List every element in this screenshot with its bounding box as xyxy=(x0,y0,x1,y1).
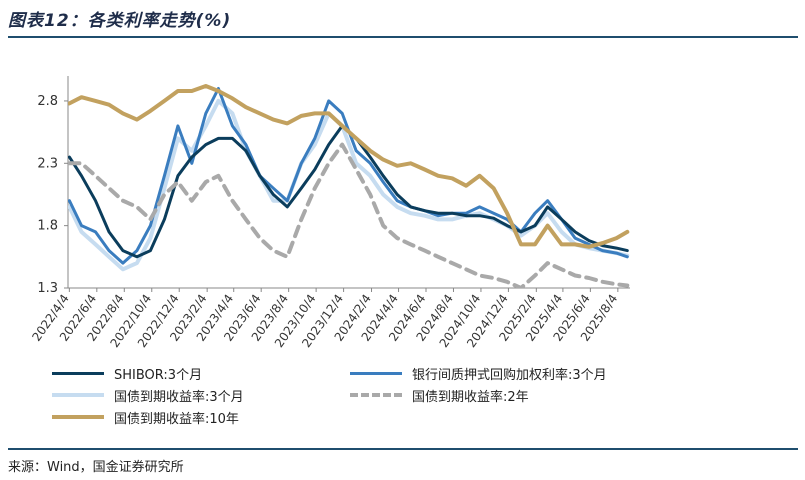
legend-swatch xyxy=(52,371,104,375)
legend-swatch xyxy=(350,371,402,375)
line-chart: 1.31.82.32.82022/4/42022/6/42022/8/42022… xyxy=(29,76,630,350)
legend-item-4: 国债到期收益率:10年 xyxy=(52,408,239,427)
series-line-3 xyxy=(68,142,630,288)
legend-label: 国债到期收益率:3个月 xyxy=(114,389,244,405)
chart-axes: 1.31.82.32.82022/4/42022/6/42022/8/42022… xyxy=(29,76,630,350)
y-tick-label: 1.8 xyxy=(37,219,58,234)
legend-label: 国债到期收益率:10年 xyxy=(114,411,239,427)
top-divider xyxy=(8,36,798,38)
y-tick-label: 2.8 xyxy=(37,94,58,109)
series-line-1 xyxy=(68,87,629,265)
legend-item-1: 银行间质押式回购加权利率:3个月 xyxy=(350,364,607,383)
legend-swatch xyxy=(52,415,104,419)
legend-swatch xyxy=(52,393,104,397)
legend-label: SHIBOR:3个月 xyxy=(114,367,203,383)
chart-title: 图表12：各类利率走势(%) xyxy=(8,11,232,31)
source-note: 来源：Wind，国金证券研究所 xyxy=(8,460,184,475)
y-tick-label: 2.3 xyxy=(37,156,58,171)
bottom-divider xyxy=(8,448,798,450)
y-tick-label: 1.3 xyxy=(37,281,58,296)
legend-swatch xyxy=(350,393,402,397)
legend-label: 银行间质押式回购加权利率:3个月 xyxy=(412,367,607,383)
legend-label: 国债到期收益率:2年 xyxy=(412,389,529,405)
series-line-4 xyxy=(68,84,630,249)
legend-item-2: 国债到期收益率:3个月 xyxy=(52,386,244,405)
legend-item-0: SHIBOR:3个月 xyxy=(52,364,203,383)
chart-series xyxy=(68,84,630,288)
legend-item-3: 国债到期收益率:2年 xyxy=(350,386,529,405)
